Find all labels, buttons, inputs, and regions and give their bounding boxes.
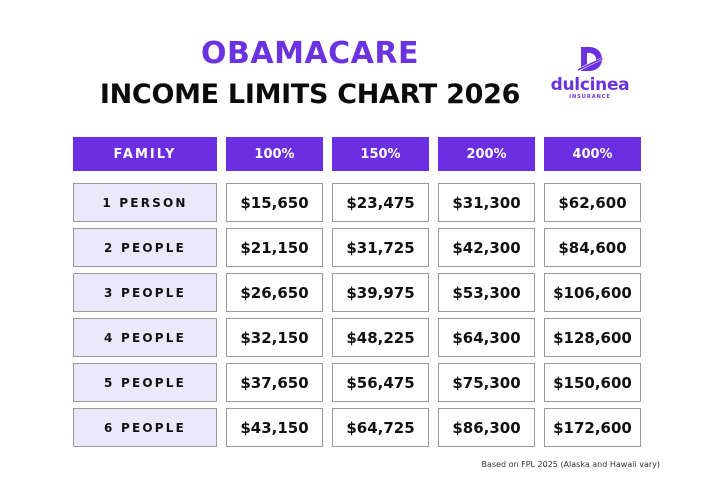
header-spacer <box>226 171 323 183</box>
income-limit-cell: $84,600 <box>544 228 641 267</box>
income-limit-cell: $39,975 <box>332 273 429 312</box>
income-limit-cell: $43,150 <box>226 408 323 447</box>
income-limit-cell: $106,600 <box>544 273 641 312</box>
header-spacer <box>544 171 641 183</box>
income-limit-cell: $48,225 <box>332 318 429 357</box>
title-obamacare: OBAMACARE <box>201 36 419 71</box>
income-limit-cell: $128,600 <box>544 318 641 357</box>
header-family: FAMILY <box>73 137 217 171</box>
income-limit-cell: $62,600 <box>544 183 641 222</box>
income-limit-cell: $31,725 <box>332 228 429 267</box>
logo-name: dulcinea <box>550 75 630 95</box>
income-limit-cell: $64,725 <box>332 408 429 447</box>
family-size-label: 2 PEOPLE <box>73 228 217 267</box>
income-limit-cell: $23,475 <box>332 183 429 222</box>
title-income-limits: INCOME LIMITS CHART 2026 <box>99 79 521 110</box>
header-spacer <box>73 171 217 183</box>
income-limit-cell: $15,650 <box>226 183 323 222</box>
income-limit-cell: $56,475 <box>332 363 429 402</box>
chart-title: OBAMACARE INCOME LIMITS CHART 2026 <box>60 36 560 112</box>
family-size-label: 6 PEOPLE <box>73 408 217 447</box>
income-limit-cell: $42,300 <box>438 228 535 267</box>
income-limit-cell: $86,300 <box>438 408 535 447</box>
income-limit-cell: $150,600 <box>544 363 641 402</box>
income-limit-cell: $32,150 <box>226 318 323 357</box>
dulcinea-d-logo-icon <box>577 47 603 72</box>
family-size-label: 1 PERSON <box>73 183 217 222</box>
income-limit-cell: $75,300 <box>438 363 535 402</box>
income-limit-cell: $31,300 <box>438 183 535 222</box>
income-limit-cell: $53,300 <box>438 273 535 312</box>
income-limit-cell: $172,600 <box>544 408 641 447</box>
income-limit-cell: $26,650 <box>226 273 323 312</box>
income-limit-cell: $64,300 <box>438 318 535 357</box>
footnote: Based on FPL 2025 (Alaska and Hawaii var… <box>481 460 661 469</box>
family-size-label: 4 PEOPLE <box>73 318 217 357</box>
header-200-percent: 200% <box>438 137 535 171</box>
income-limits-table: FAMILY 100% 150% 200% 400% 1 PERSON $15,6… <box>73 137 641 447</box>
family-size-label: 5 PEOPLE <box>73 363 217 402</box>
header-100-percent: 100% <box>226 137 323 171</box>
header-400-percent: 400% <box>544 137 641 171</box>
family-size-label: 3 PEOPLE <box>73 273 217 312</box>
header-spacer <box>332 171 429 183</box>
header-150-percent: 150% <box>332 137 429 171</box>
header-spacer <box>438 171 535 183</box>
logo-subtitle: INSURANCE <box>569 94 611 100</box>
income-limit-cell: $21,150 <box>226 228 323 267</box>
income-limit-cell: $37,650 <box>226 363 323 402</box>
dulcinea-logo: dulcinea INSURANCE <box>548 44 632 100</box>
